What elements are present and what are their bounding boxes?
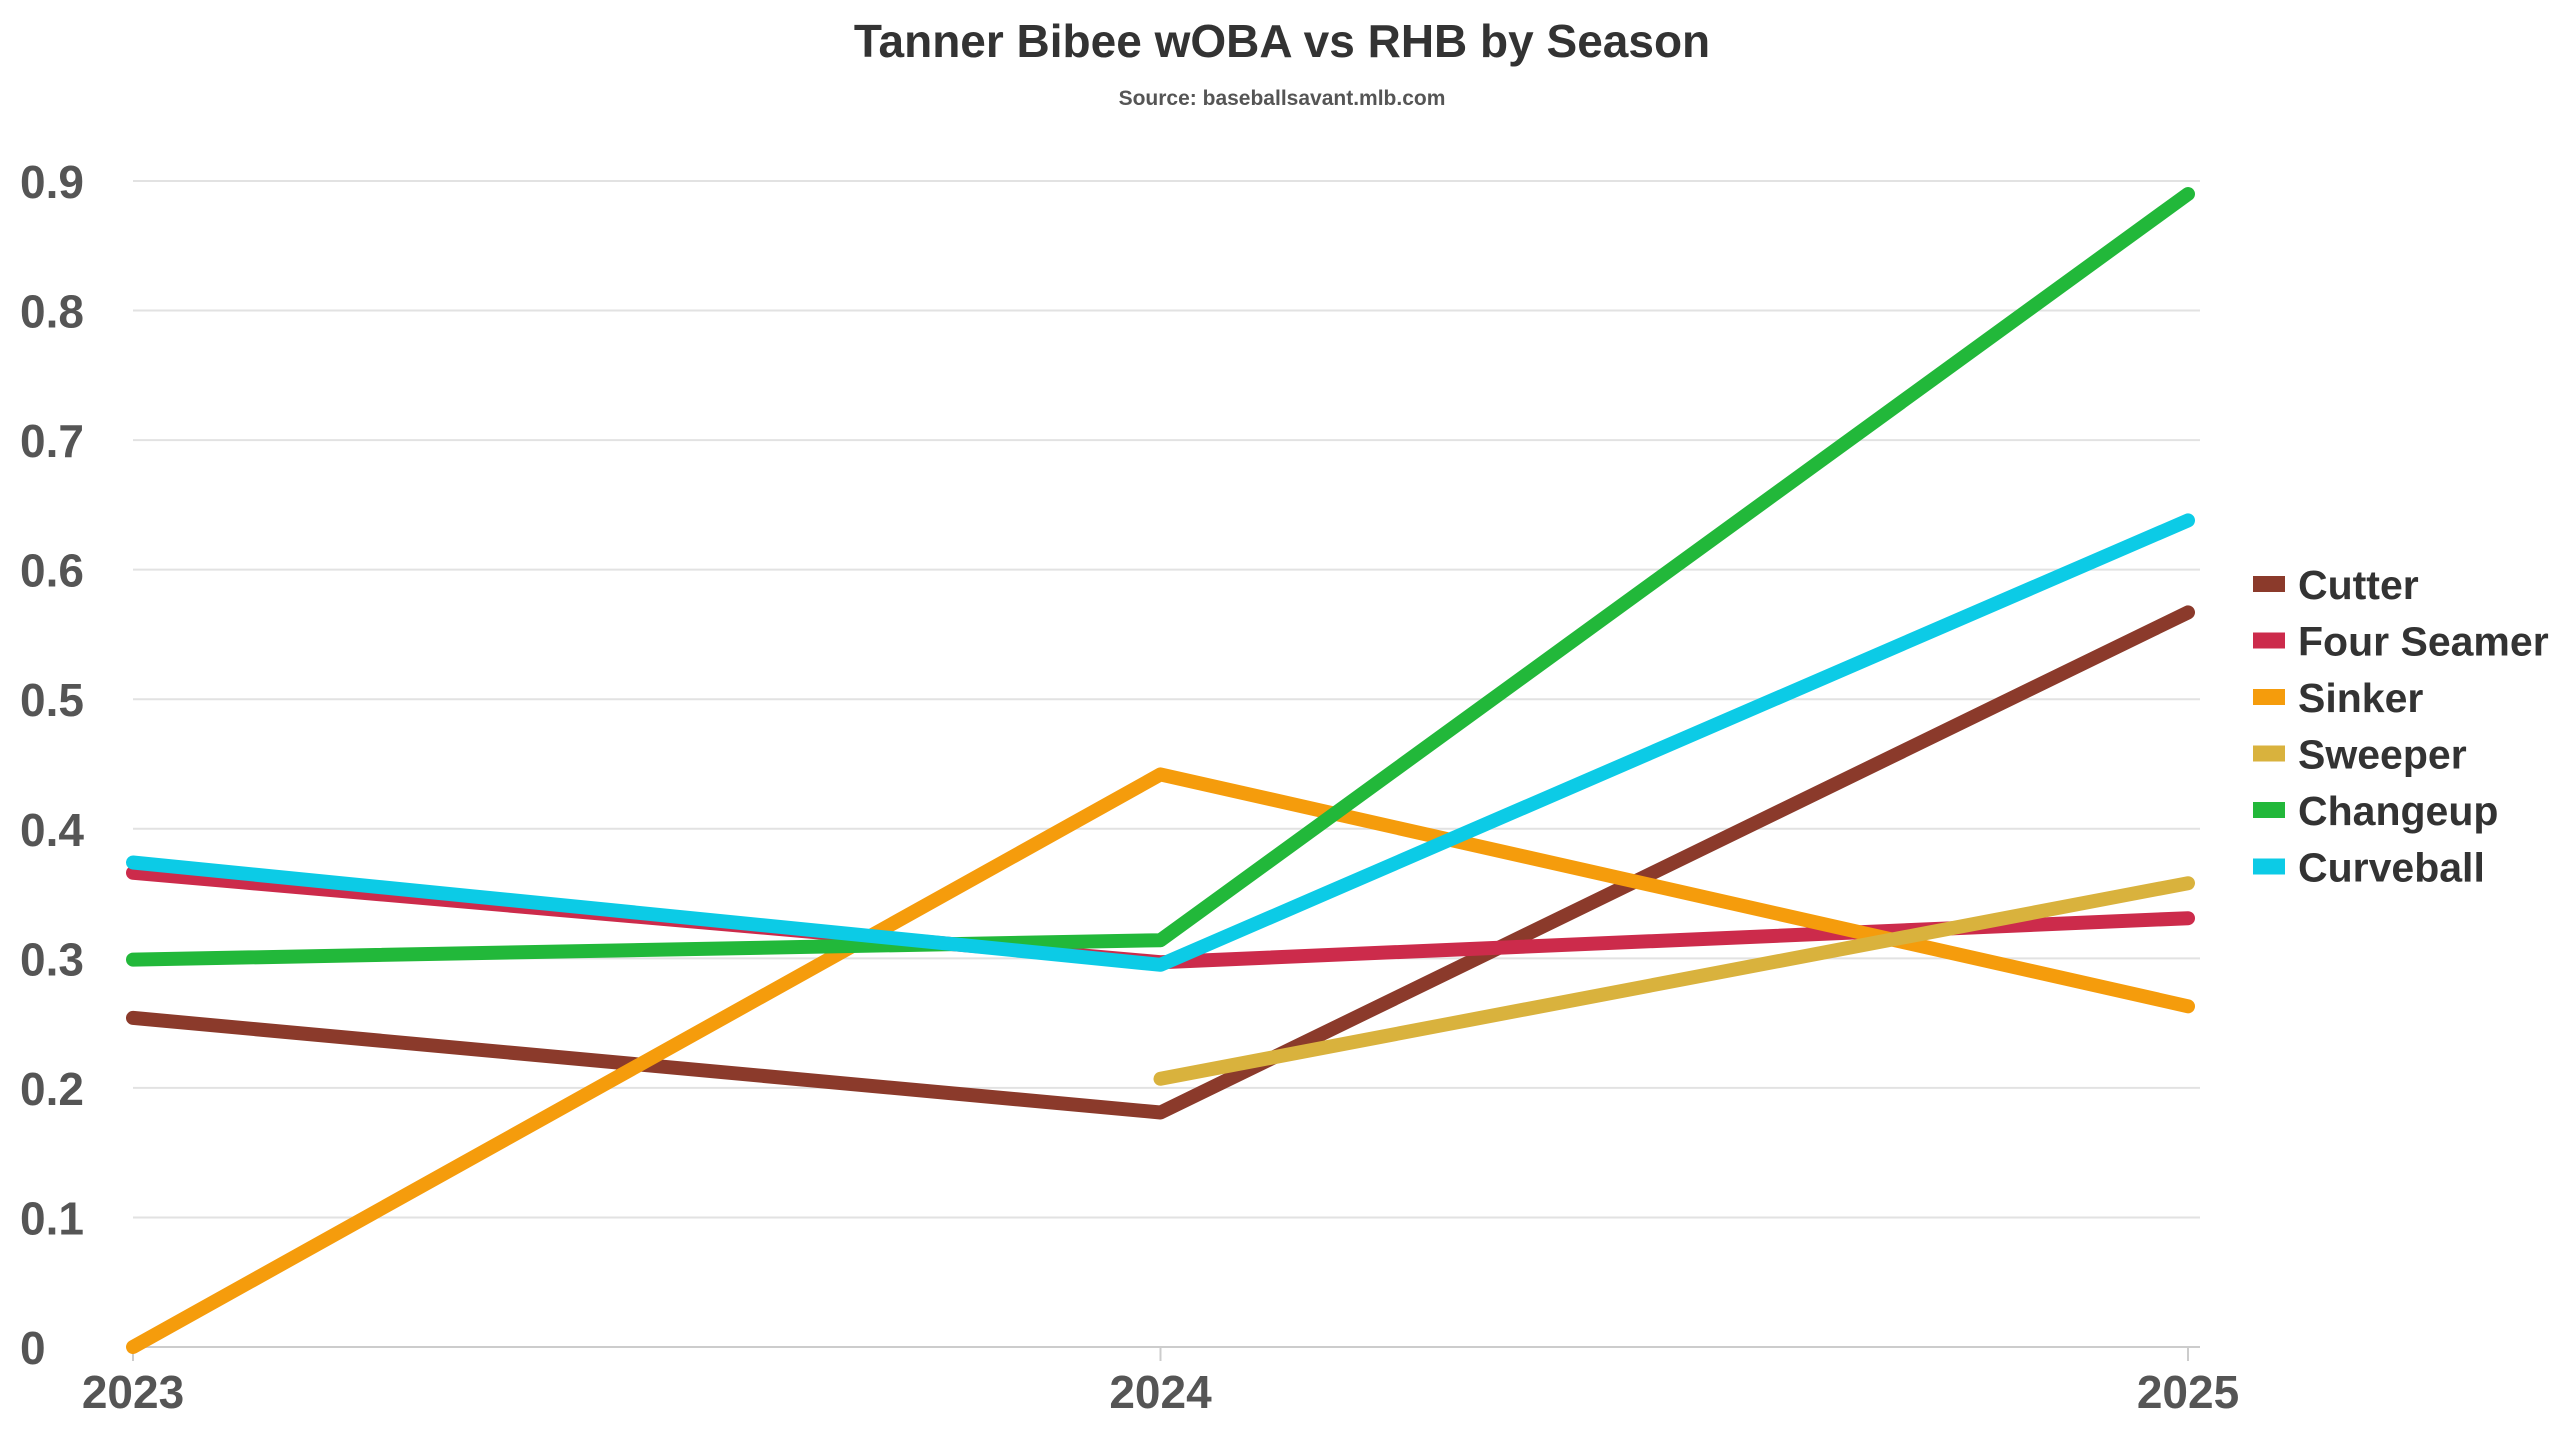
legend-swatch-cutter <box>2253 576 2285 592</box>
series-line-curveball <box>126 513 2195 972</box>
y-tick-label: 0.3 <box>20 933 84 985</box>
y-tick-label: 0.2 <box>20 1063 84 1115</box>
legend-swatch-sinker <box>2253 689 2285 705</box>
series-line-sinker <box>126 767 2195 1354</box>
legend-swatch-changeup <box>2253 802 2285 818</box>
legend-label-sweeper: Sweeper <box>2298 732 2467 778</box>
chart-subtitle: Source: baseballsavant.mlb.com <box>1119 87 1446 110</box>
y-tick-label: 0.7 <box>20 415 84 467</box>
series-line-sweeper <box>1153 876 2195 1086</box>
x-tick-label: 2023 <box>82 1366 184 1418</box>
legend-label-sinker: Sinker <box>2298 675 2423 721</box>
y-tick-label: 0.4 <box>20 804 84 856</box>
legend-swatch-curveball <box>2253 858 2285 875</box>
axes: 0 0.1 0.2 0.3 0.4 0.5 0.6 0.7 0.8 0.9 2023 2024 2025 <box>20 156 2239 1418</box>
y-tick-label: 0.6 <box>20 545 84 597</box>
y-tick-label: 0 <box>20 1322 46 1374</box>
legend-label-curveball: Curveball <box>2298 845 2485 891</box>
y-tick-label: 0.9 <box>20 156 84 208</box>
legend-label-cutter: Cutter <box>2298 562 2419 608</box>
series-lines <box>126 187 2195 1354</box>
x-tick-label: 2024 <box>1109 1366 1212 1418</box>
legend-label-changeup: Changeup <box>2298 788 2498 834</box>
grid-lines <box>133 180 2200 1219</box>
series-line-changeup <box>126 187 2195 967</box>
series-line-cutter <box>126 605 2195 1120</box>
legend-label-four-seamer: Four Seamer <box>2298 619 2549 665</box>
chart-title: Tanner Bibee wOBA vs RHB by Season <box>854 15 1710 67</box>
legend-swatch-four-seamer <box>2253 632 2285 649</box>
legend: Cutter Four Seamer Sinker Sweeper Changeup Cu… <box>2253 562 2549 891</box>
y-tick-label: 0.8 <box>20 286 84 338</box>
x-tick-label: 2025 <box>2137 1366 2239 1418</box>
y-tick-label: 0.5 <box>20 674 84 726</box>
legend-swatch-sweeper <box>2253 745 2285 762</box>
y-tick-label: 0.1 <box>20 1192 84 1244</box>
